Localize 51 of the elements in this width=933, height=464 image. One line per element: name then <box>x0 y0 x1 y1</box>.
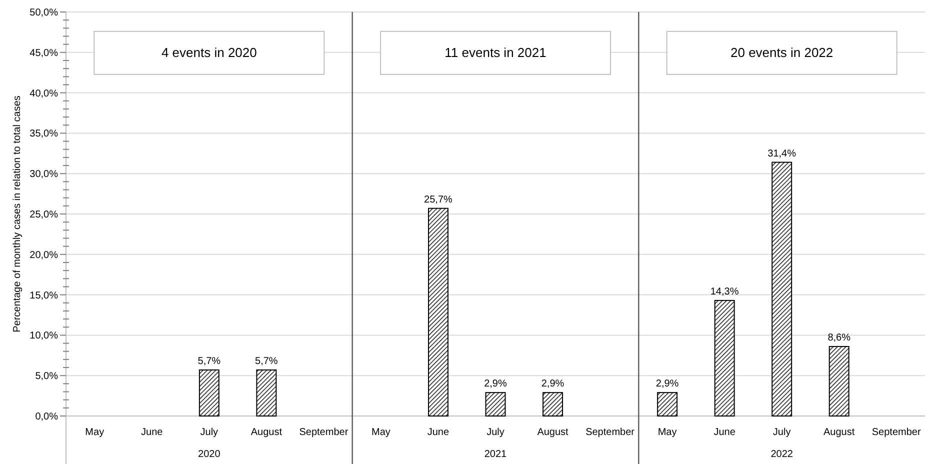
y-tick-label: 35,0% <box>30 128 58 140</box>
x-tick-label: August <box>250 427 282 438</box>
data-label: 5,7% <box>255 356 278 367</box>
bar <box>428 208 448 416</box>
annotation: 20 events in 2022 <box>730 44 834 60</box>
x-tick-label: May <box>658 427 677 438</box>
x-tick-label: June <box>427 427 450 438</box>
data-label: 2,9% <box>484 378 508 390</box>
bar <box>256 369 277 416</box>
y-axis-title: Percentage of monthly cases in relation to total cases <box>12 96 23 332</box>
y-tick-label: 25,0% <box>30 210 58 220</box>
y-tick-label: 10,0% <box>30 330 58 342</box>
bar <box>657 392 678 416</box>
data-label: 31,4% <box>768 148 796 160</box>
text: 2020 <box>198 449 221 460</box>
annotation: 11 events in 2021 <box>444 44 546 60</box>
y-tick-label: 0,0% <box>35 412 58 422</box>
data-label: 8,6% <box>828 332 851 344</box>
text: 2022 <box>770 449 794 460</box>
y-tick-label: 5,0% <box>35 371 58 382</box>
y-tick-label: 20,0% <box>30 250 58 261</box>
text: 2021 <box>484 449 508 460</box>
bar <box>198 369 220 416</box>
x-tick-label: September <box>299 427 349 438</box>
x-tick-label: August <box>537 427 569 438</box>
data-label: 14,3% <box>710 286 739 298</box>
bar <box>542 392 563 416</box>
x-tick-label: May <box>372 427 390 438</box>
x-tick-label: September <box>586 427 636 438</box>
data-label: 25,7% <box>424 194 453 206</box>
bar <box>828 346 850 416</box>
bar <box>485 392 506 416</box>
data-label: 2,9% <box>541 378 564 390</box>
x-tick-label: June <box>141 427 164 438</box>
y-tick-label: 45,0% <box>30 48 58 59</box>
y-tick-label: 50,0% <box>30 8 58 18</box>
x-tick-label: June <box>714 427 736 438</box>
x-tick-label: September <box>872 427 922 438</box>
x-tick-label: July <box>200 427 218 438</box>
x-tick-label: August <box>824 427 855 438</box>
x-tick-label: May <box>85 427 104 438</box>
x-tick-label: July <box>772 427 791 438</box>
bar <box>772 162 792 416</box>
y-tick-label: 30,0% <box>30 169 58 180</box>
y-tick-label: 15,0% <box>30 290 58 302</box>
bar <box>714 300 735 416</box>
data-label: 2,9% <box>656 378 679 390</box>
x-tick-label: July <box>486 427 504 438</box>
annotation: 4 events in 2020 <box>161 44 257 60</box>
y-tick-label: 40,0% <box>30 88 58 100</box>
data-label: 5,7% <box>198 356 221 367</box>
